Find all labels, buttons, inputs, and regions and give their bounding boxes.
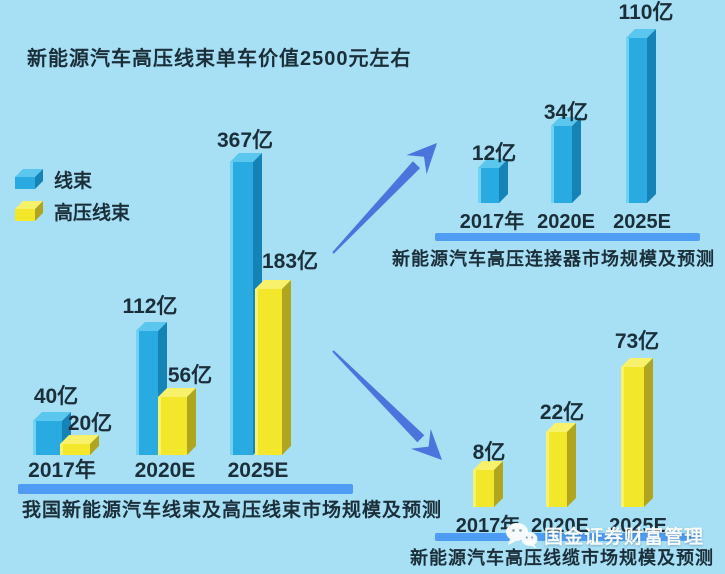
page-title: 新能源汽车高压线束单车价值2500元左右 <box>27 48 412 70</box>
category-label-connector: 2025E <box>613 211 671 233</box>
chart-caption-cable: 新能源汽车高压线缆市场规模及预测 <box>410 548 714 568</box>
bar-value-label: 110亿 <box>618 1 674 24</box>
legend-item-hv-harness: 高压线束 <box>15 195 130 227</box>
chart-caption-connector: 新能源汽车高压连接器市场规模及预测 <box>392 249 715 269</box>
bar-harness_main-高压线束-2017年 <box>60 435 99 455</box>
bar-value-label: 367亿 <box>216 129 274 152</box>
bar-connector-blue-2020E <box>551 117 581 203</box>
legend-swatch-blue-cube-icon <box>15 169 45 189</box>
watermark-text: 国金证券财富管理 <box>544 526 705 548</box>
legend: 线束 高压线束 <box>15 163 130 227</box>
divider-bar-connector <box>435 233 700 241</box>
bar-connector-blue-2017年 <box>478 159 508 203</box>
bar-value-label: 34亿 <box>543 101 589 124</box>
category-label-cable: 2020E <box>531 515 589 537</box>
bar-value-label: 20亿 <box>67 412 113 435</box>
wechat-icon <box>506 523 538 549</box>
bar-harness_main-高压线束-2025E <box>255 280 291 455</box>
bar-value-label: 73亿 <box>614 330 660 353</box>
bar-harness_main-高压线束-2020E <box>158 388 196 455</box>
legend-label-harness: 线束 <box>54 170 93 192</box>
chart-caption-main: 我国新能源汽车线束及高压线束市场规模及预测 <box>22 500 443 521</box>
category-label-connector: 2017年 <box>459 211 525 233</box>
category-label-harness_main: 2020E <box>134 459 196 482</box>
legend-label-hv-harness: 高压线束 <box>54 202 131 224</box>
bar-cable-yellow-2017年 <box>473 461 503 507</box>
watermark: 国金证券财富管理 <box>504 521 704 549</box>
bar-value-label: 8亿 <box>472 441 506 464</box>
legend-item-harness: 线束 <box>15 163 130 195</box>
legend-swatch-yellow-cube-icon <box>15 201 45 221</box>
divider-bar-cable <box>435 533 700 541</box>
category-label-harness_main: 2017年 <box>28 459 96 482</box>
bar-connector-blue-2025E <box>626 29 656 203</box>
bar-value-label: 22亿 <box>539 401 585 424</box>
bar-value-label: 112亿 <box>122 295 178 318</box>
category-label-cable: 2017年 <box>455 515 521 537</box>
arrow-up-right-icon <box>332 143 437 254</box>
bar-cable-yellow-2025E <box>621 358 653 507</box>
bar-value-label: 183亿 <box>261 250 319 273</box>
category-label-cable: 2025E <box>609 515 667 537</box>
divider-bar-main <box>18 484 353 494</box>
bar-cable-yellow-2020E <box>546 423 576 507</box>
bar-value-label: 56亿 <box>167 364 213 387</box>
bar-value-label: 12亿 <box>471 142 517 165</box>
arrow-down-right-icon <box>332 350 442 460</box>
bar-value-label: 40亿 <box>33 385 79 408</box>
category-label-connector: 2020E <box>537 211 595 233</box>
category-label-harness_main: 2025E <box>227 459 289 482</box>
